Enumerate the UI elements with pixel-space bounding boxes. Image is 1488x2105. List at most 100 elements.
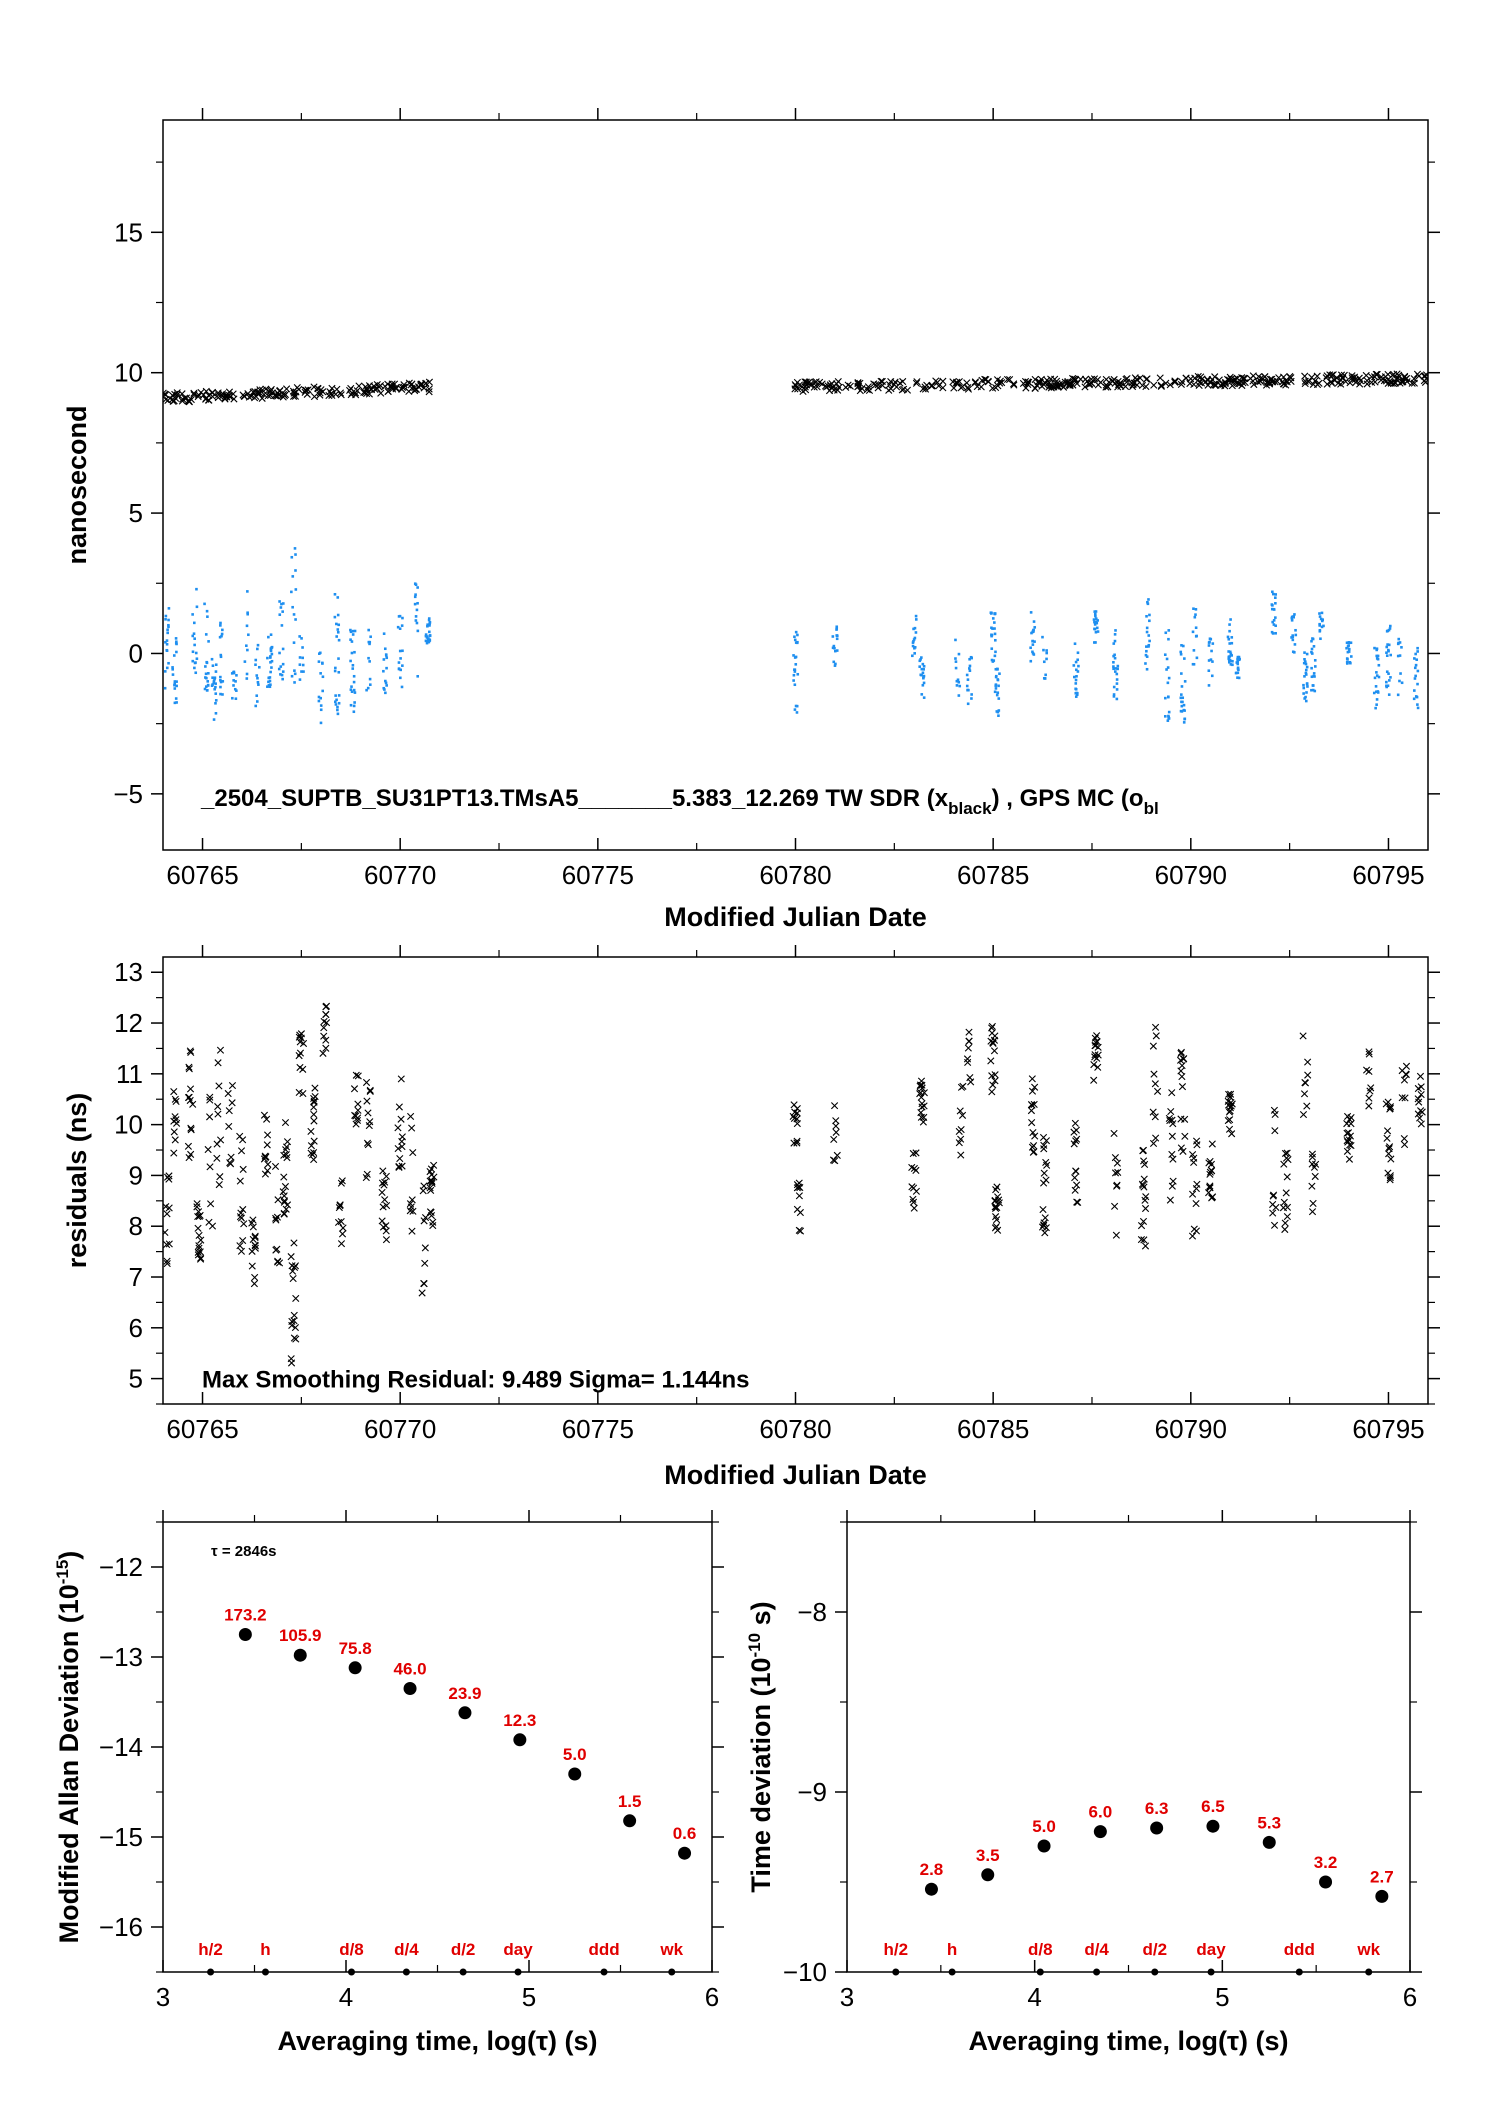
data-point-x (1283, 1149, 1291, 1157)
data-point-dot (191, 613, 194, 616)
data-point-x (194, 1251, 202, 1259)
data-point-dot (1179, 696, 1183, 700)
data-point-dot (1313, 665, 1317, 668)
data-point-dot (212, 681, 216, 685)
data-point-dot (1345, 641, 1349, 645)
data-point-x (429, 1218, 437, 1226)
data-point-x (363, 1139, 372, 1147)
data-point-dot (1145, 649, 1148, 653)
data-point-dot (1310, 666, 1313, 670)
data-point-dot (1166, 666, 1170, 669)
data-point-x (394, 1144, 402, 1153)
data-label: 6.3 (1145, 1799, 1169, 1818)
data-point-dot (399, 657, 402, 660)
data-point-x (214, 1102, 222, 1111)
data-point-dot (293, 672, 297, 676)
data-point-x (363, 1097, 371, 1105)
data-point-x (1287, 374, 1295, 382)
data-point (623, 1814, 637, 1828)
data-point-x (1040, 1169, 1048, 1177)
data-point-dot (291, 605, 294, 609)
data-point-dot (335, 635, 338, 638)
data-point-dot (167, 618, 170, 622)
data-point-x (400, 381, 408, 389)
data-point-dot (1271, 620, 1274, 624)
data-point-dot (211, 664, 215, 668)
data-point-dot (1303, 651, 1306, 654)
time-marker (514, 1968, 522, 1976)
data-point-x (366, 1118, 374, 1126)
data-point-x (1308, 1150, 1316, 1158)
data-point-dot (269, 670, 272, 674)
data-point-dot (991, 627, 994, 630)
data-point-x (1114, 1168, 1122, 1176)
data-point-x (225, 391, 233, 400)
data-point-dot (970, 656, 973, 660)
data-point-x (397, 1075, 405, 1083)
data-point-dot (335, 622, 338, 626)
data-point-x (350, 1085, 359, 1093)
data-point-x (1382, 1100, 1390, 1108)
data-point-dot (413, 595, 417, 599)
data-point-x (287, 1253, 295, 1261)
data-point-x (379, 1223, 388, 1231)
data-point-x (846, 382, 854, 390)
data-point-dot (293, 681, 296, 684)
data-point-x (981, 375, 989, 383)
data-point-x (187, 1048, 195, 1056)
data-point-dot (970, 697, 973, 700)
data-point-dot (1274, 596, 1277, 600)
data-point-dot (1373, 676, 1377, 680)
data-point-x (964, 383, 972, 392)
data-point-x (1139, 1181, 1147, 1190)
data-point-dot (1167, 676, 1171, 680)
data-point-x (1081, 383, 1089, 391)
data-point-dot (427, 618, 431, 622)
data-label: 6.0 (1089, 1803, 1113, 1822)
data-point-x (1414, 1084, 1422, 1093)
data-point-dot (219, 675, 222, 679)
data-point-x (909, 1149, 917, 1158)
time-deviation-panel: 3 4 5 6 −10 −9 −8 Averaging time, log(τ) (s) Tim… (745, 1510, 1422, 2056)
x-tick-label: 60790 (1155, 1414, 1227, 1444)
data-point-dot (965, 684, 969, 688)
data-point-x (1022, 384, 1030, 392)
data-point-dot (1274, 631, 1277, 635)
data-point-x (194, 1248, 202, 1256)
data-point-dot (1075, 693, 1079, 697)
data-layer (163, 370, 1428, 725)
data-point-x (917, 1113, 925, 1121)
data-point-dot (1385, 685, 1388, 689)
data-point-x (989, 1081, 997, 1089)
data-point-dot (290, 674, 294, 678)
data-point-dot (1095, 617, 1098, 621)
data-point-x (1047, 384, 1055, 392)
data-point-dot (1210, 649, 1213, 653)
data-point-dot (1076, 651, 1080, 655)
data-point-x (273, 1213, 282, 1221)
data-point-dot (1166, 719, 1170, 722)
data-point-x (858, 384, 866, 393)
data-point-x (887, 385, 895, 393)
data-point-dot (1319, 637, 1322, 641)
data-point-x (1151, 1113, 1159, 1121)
data-label: 12.3 (503, 1711, 536, 1730)
data-point-x (263, 1131, 272, 1139)
data-point-dot (1304, 695, 1307, 699)
data-point-x (1207, 1160, 1216, 1168)
data-point-x (1301, 1078, 1309, 1087)
data-point-dot (334, 666, 337, 670)
data-point-x (1303, 1102, 1311, 1110)
data-point-dot (1207, 669, 1211, 672)
data-point-dot (989, 612, 993, 615)
data-point-x (1028, 1087, 1037, 1095)
data-point-x (1168, 1150, 1176, 1158)
data-point-dot (1416, 650, 1419, 653)
data-point-dot (367, 656, 370, 660)
data-point-x (1311, 377, 1319, 385)
data-label: 5.0 (563, 1745, 587, 1764)
data-point-x (1110, 1129, 1118, 1138)
y-tick-label: 5 (129, 498, 143, 528)
data-point-dot (1183, 680, 1187, 683)
data-point-x (1342, 377, 1350, 386)
